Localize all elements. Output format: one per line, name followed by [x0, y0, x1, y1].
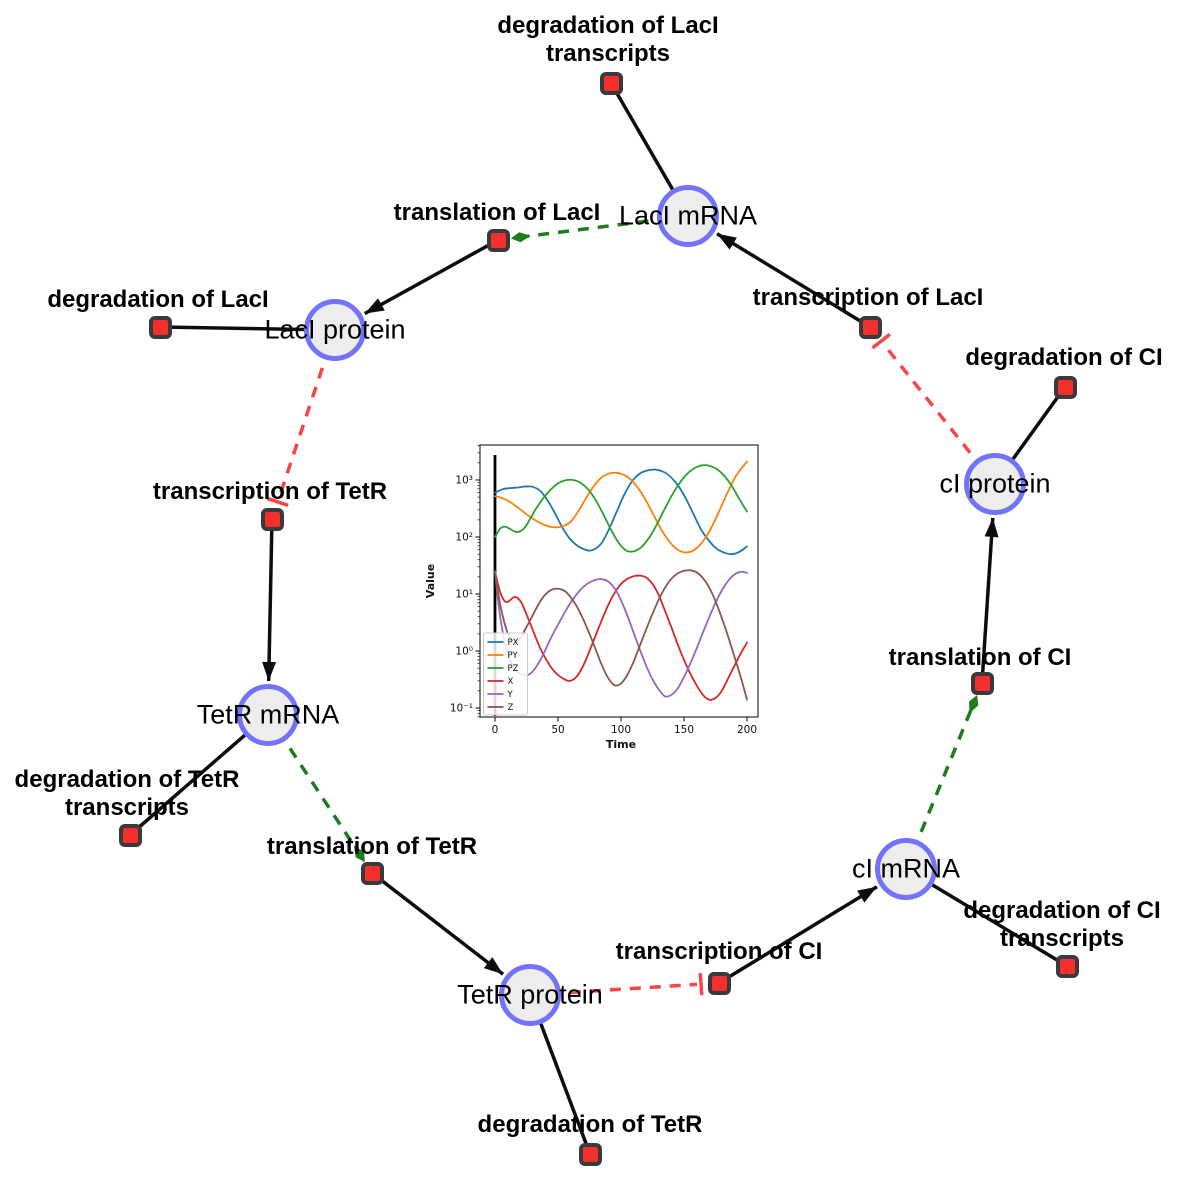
y-tick-label: 10³ [455, 475, 473, 487]
x-tick-label: 150 [674, 724, 694, 736]
y-tick-label: 10⁰ [455, 646, 473, 658]
edge-transcription_cI-cI_mRNA [718, 885, 878, 985]
reaction-node-transcription_tetR[interactable] [260, 507, 284, 531]
edge-cI_mRNA-deg_cI_transcripts [905, 867, 1068, 968]
x-tick-label: 100 [611, 724, 631, 736]
legend-label-PZ: PZ [508, 664, 519, 674]
species-node-cI_protein[interactable] [964, 453, 1026, 515]
legend-label-PY: PY [508, 651, 519, 661]
series-line-PZ [494, 464, 748, 553]
reaction-node-deg_tetR[interactable] [578, 1142, 602, 1166]
y-axis-label: Value [424, 564, 437, 598]
diamond-arrowhead-translation_tetR [353, 845, 365, 863]
reaction-node-translation_tetR[interactable] [360, 861, 384, 885]
legend-label-PX: PX [508, 638, 519, 648]
reaction-node-transcription_cI[interactable] [707, 971, 731, 995]
arrowhead-tetR_protein [483, 957, 504, 975]
legend-label-X: X [508, 677, 514, 687]
series-line-Y [494, 570, 748, 698]
diamond-arrowhead-translation_lacI [510, 232, 531, 243]
legend-box [483, 632, 528, 716]
series-line-PY [494, 460, 748, 554]
species-node-lacI_protein[interactable] [304, 299, 366, 361]
series-line-Z [494, 569, 748, 701]
diamond-arrowhead-translation_cI [969, 695, 979, 714]
species-node-tetR_mRNA[interactable] [237, 684, 299, 746]
arrowhead-cI_protein [984, 517, 999, 538]
legend-label-Y: Y [507, 690, 514, 700]
x-tick-label: 0 [492, 724, 499, 736]
species-node-tetR_protein[interactable] [499, 964, 561, 1026]
edge-translation_lacI-lacI_protein [363, 238, 499, 316]
series-line-PX [494, 468, 748, 556]
edge-transcription_lacI-lacI_mRNA [716, 232, 871, 329]
reaction-node-deg_cI_transcripts[interactable] [1055, 954, 1079, 978]
edge-translation_tetR-tetR_protein [370, 871, 505, 976]
inhibition-tbar-transcription_tetR [266, 496, 289, 508]
edge-transcription_tetR-tetR_mRNA [266, 518, 274, 682]
legend-label-Z: Z [508, 703, 514, 713]
x-axis-label: Time [606, 738, 636, 751]
arrowhead-lacI_protein [364, 298, 385, 314]
inhibition-tbar-transcription_cI [698, 973, 704, 996]
y-tick-label: 10¹ [455, 589, 473, 601]
arrowhead-lacI_mRNA [717, 233, 737, 250]
reaction-node-deg_lacI[interactable] [148, 315, 172, 339]
reaction-node-translation_lacI[interactable] [486, 228, 510, 252]
x-tick-label: 50 [551, 724, 564, 736]
inhibition-tbar-transcription_lacI [871, 332, 891, 350]
axes-box [479, 444, 759, 718]
species-node-lacI_mRNA[interactable] [657, 185, 719, 247]
reaction-node-deg_tetR_transcripts[interactable] [118, 823, 142, 847]
reaction-node-transcription_lacI[interactable] [858, 315, 882, 339]
inset-plot: 0 50 100 150 200 10⁻¹ 10⁰ 10¹ 10² 10³ PX PY PZ XYZ Ti… [420, 430, 770, 765]
x-tick-label: 200 [737, 724, 757, 736]
y-tick-label: 10² [455, 532, 473, 544]
reaction-node-deg_lacI_transcripts[interactable] [599, 71, 623, 95]
series-line-X [494, 570, 748, 701]
edge-translation_cI-cI_protein [980, 517, 995, 684]
species-node-cI_mRNA[interactable] [875, 838, 937, 900]
reaction-node-deg_cI[interactable] [1053, 375, 1077, 399]
arrowhead-tetR_mRNA [262, 661, 277, 682]
y-tick-label: 10⁻¹ [450, 703, 473, 715]
arrowhead-cI_mRNA [857, 886, 877, 903]
reaction-node-translation_cI[interactable] [970, 671, 994, 695]
